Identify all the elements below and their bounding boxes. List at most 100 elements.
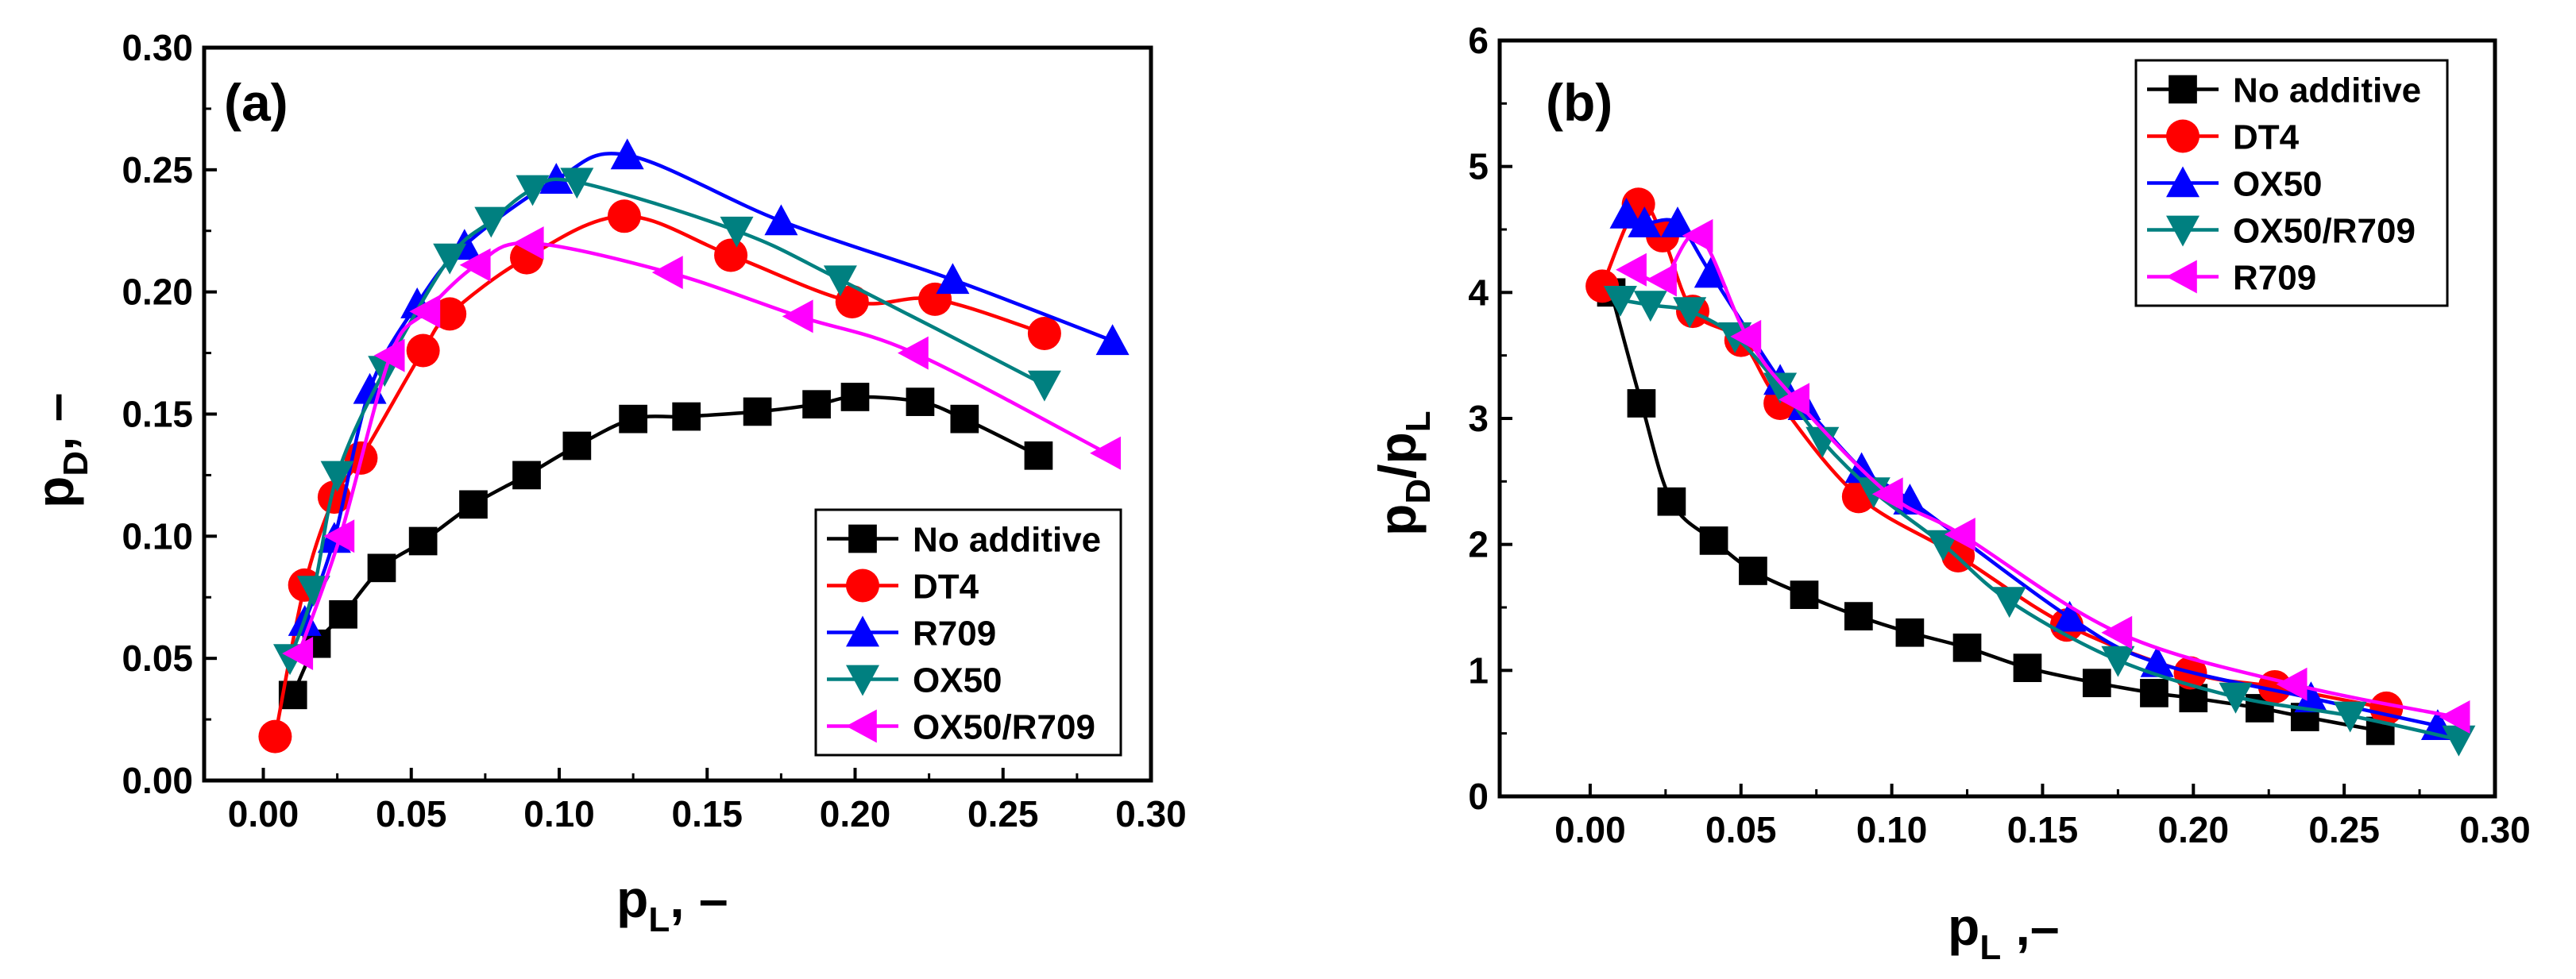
chart-b-point-ox50-r709 [1806, 426, 1840, 458]
chart-b-point-ox50-r709 [2219, 682, 2253, 714]
chart-b-point-no-additive [1790, 580, 1819, 609]
chart-b-point-ox50 [1661, 206, 1694, 237]
chart-b-y-tick-label: 2 [1468, 524, 1489, 565]
chart-a-panel-label: (a) [224, 73, 288, 132]
chart-b-series-r709 [1616, 218, 2470, 734]
chart-b-x-tick-label: 0.00 [1554, 809, 1626, 850]
chart-a-x-tick-label: 0.30 [1115, 793, 1187, 834]
chart-a-point-no-additive [1024, 441, 1053, 470]
chart-a-legend-marker-dt4 [846, 569, 879, 603]
chart-a-point-no-additive [802, 390, 831, 419]
chart-b-legend-label-dt4: DT4 [2233, 118, 2300, 157]
chart-b-legend: No additive DT4 OX50 OX50/R709 R709 [2134, 59, 2449, 307]
chart-a-point-dt4 [433, 297, 467, 331]
chart-a-series-line-no-additive [291, 395, 1040, 696]
chart-b-point-ox50 [2294, 681, 2328, 713]
chart-b-point-ox50 [1628, 206, 1662, 237]
chart-a-point-ox50-r709 [323, 519, 355, 553]
chart-a-y-tick-label: 0.25 [122, 149, 193, 191]
chart-a-y-tick-label: 0.30 [122, 27, 193, 68]
chart-a-legend-marker-ox50 [846, 665, 879, 696]
chart-b-point-r709 [2439, 700, 2470, 734]
chart-b-point-no-additive [1699, 526, 1728, 555]
chart-a-point-ox50-r709 [373, 338, 405, 372]
chart-a-x-axis-title-sub: L [648, 900, 670, 939]
chart-a-point-dt4 [258, 719, 292, 754]
chart-a-legend-label-r709: R709 [913, 615, 996, 653]
chart-b-point-no-additive [1739, 557, 1767, 585]
chart-a-legend-label-no-additive: No additive [913, 521, 1101, 560]
chart-a-point-r709 [936, 263, 970, 295]
chart-b-y-tick-label: 4 [1468, 272, 1489, 313]
chart-b-y-tick-label: 3 [1468, 398, 1489, 439]
chart-a-point-ox50-r709 [1090, 436, 1121, 470]
chart-b-series-no-additive [1597, 278, 2395, 746]
chart-b-y-axis-title: pD/pL [1368, 410, 1438, 536]
chart-a-x-tick-label: 0.20 [820, 793, 891, 834]
chart-a-point-ox50-r709 [782, 299, 813, 333]
chart-a-point-ox50 [720, 216, 754, 248]
chart-b-point-r709 [1682, 218, 1713, 252]
chart-b-x-axis-title-suffix: ,– [2001, 897, 2059, 956]
chart-a-point-ox50-r709 [459, 248, 491, 282]
chart-b-x-tick-label: 0.05 [1705, 809, 1777, 850]
chart-a-x-tick-label: 0.25 [967, 793, 1039, 834]
chart-b-y-tick-label: 5 [1468, 146, 1489, 187]
chart-a-point-dt4 [714, 238, 748, 272]
chart-b-point-r709 [1616, 252, 1647, 287]
chart-a-point-no-additive [562, 431, 592, 461]
chart-b-series-line-no-additive [1609, 291, 2381, 733]
chart-a-y-tick-label: 0.00 [122, 760, 193, 801]
chart-b-point-r709 [2276, 667, 2308, 701]
chart-a-point-ox50 [1027, 370, 1061, 402]
chart-a-y-axis-title-sub: D [56, 451, 95, 476]
chart-b-legend-label-ox50: OX50 [2233, 165, 2323, 204]
chart-b-point-r709 [1944, 518, 1975, 551]
chart-a: 0.00 0.05 0.10 0.15 0.20 0.25 0.30 0.00 0.05 0.10… [25, 27, 1187, 939]
chart-a-point-r709 [764, 204, 798, 236]
chart-a-point-ox50-r709 [512, 226, 544, 260]
chart-a-series-ox50-r709 [282, 226, 1121, 670]
chart-a-point-ox50-r709 [282, 637, 314, 670]
chart-b-y-axis-title-sub2: L [1399, 410, 1438, 432]
chart-a-point-no-additive [743, 397, 772, 426]
chart-a-point-ox50-r709 [651, 256, 683, 290]
chart-a-y-tick-label: 0.10 [122, 515, 193, 557]
chart-a-point-dt4 [406, 333, 440, 368]
chart-a-y-tick-label: 0.20 [122, 272, 193, 313]
chart-b-x-tick-label: 0.20 [2158, 809, 2230, 850]
chart-b-y-axis-title-sub1: D [1399, 479, 1438, 504]
chart-a-point-ox50 [433, 243, 467, 275]
chart-a-point-no-additive [408, 526, 438, 556]
chart-a-point-no-additive [367, 553, 396, 583]
chart-a-y-axis-title: pD, – [25, 393, 95, 509]
chart-a-legend-label-ox50: OX50 [913, 661, 1002, 700]
chart-a-y-tick-label: 0.15 [122, 394, 193, 435]
chart-a-legend-marker-r709 [846, 615, 879, 647]
chart-b-point-ox50-r709 [2442, 725, 2476, 757]
chart-b-plot-area: 0.00 0.05 0.10 0.15 0.20 0.25 0.30 0 1 2 3 4 5 6 [1468, 20, 2530, 850]
chart-a-x-tick-label: 0.15 [671, 793, 743, 834]
chart-b-point-ox50-r709 [2101, 646, 2135, 677]
chart-a-point-no-additive [672, 402, 701, 431]
chart-b-point-r709 [1778, 383, 1809, 417]
chart-b-x-tick-label: 0.10 [1856, 809, 1928, 850]
chart-b-point-r709 [1730, 319, 1762, 353]
chart-b-x-axis-title: pL ,– [1948, 897, 2060, 967]
chart-b-point-no-additive [2013, 653, 2042, 683]
chart-b-legend-label-ox50-r709: OX50/R709 [2233, 212, 2416, 251]
chart-a-x-axis-title-main: p [616, 869, 648, 928]
chart-a-point-ox50 [320, 461, 354, 492]
chart-b-legend-label-no-additive: No additive [2233, 71, 2421, 110]
chart-b-y-tick-label: 1 [1468, 649, 1489, 691]
chart-a-legend-label-ox50-r709: OX50/R709 [913, 708, 1095, 747]
chart-a-point-ox50 [516, 175, 550, 206]
chart-b-x-axis-title-main: p [1948, 897, 1979, 956]
chart-a-plot-area: 0.00 0.05 0.10 0.15 0.20 0.25 0.30 0.00 0.05 0.10… [122, 27, 1186, 834]
chart-a-legend: No additive DT4 R709 OX50 OX50/R709 [814, 508, 1122, 757]
chart-b-point-ox50 [1694, 256, 1728, 288]
chart-b-y-tick-label: 6 [1468, 20, 1489, 61]
chart-a-point-ox50-r709 [409, 295, 441, 329]
chart-b-point-r709 [1871, 477, 1903, 511]
